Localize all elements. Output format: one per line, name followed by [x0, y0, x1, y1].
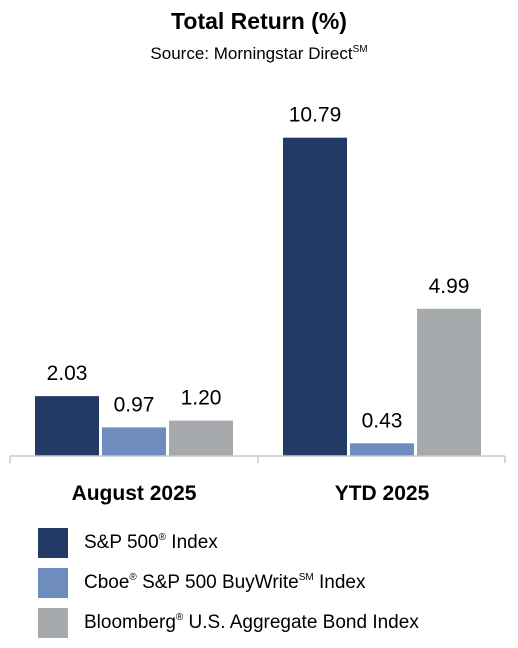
legend-swatch-sp500: [38, 528, 68, 558]
legend-registered-mark: ®: [158, 532, 167, 543]
legend-text-part: Cboe: [84, 572, 130, 593]
bar-chart: 2.03 0.97 1.20 August 2025 10.79 0.43 4.99 YTD …: [9, 104, 506, 505]
bars-group: [35, 137, 481, 456]
bar-august-2025-series-3: [169, 420, 233, 456]
legend-label-bloomberg: Bloomberg® U.S. Aggregate Bond Index: [84, 612, 419, 634]
legend-swatch-bloomberg: [38, 608, 68, 638]
legend-swatch-buywrite: [38, 568, 68, 598]
legend-text-part: Index: [166, 532, 218, 553]
legend-label-sp500: S&P 500® Index: [84, 532, 218, 554]
subtitle-text: Source: Morningstar Direct: [150, 44, 353, 63]
legend-text-part: S&P 500 BuyWrite: [136, 572, 299, 593]
bar-ytd-2025-series-1: [283, 137, 347, 456]
bar-ytd-2025-series-2: [350, 443, 414, 456]
data-label-august-2025-series-3: 1.20: [181, 387, 222, 410]
legend-text-part: Bloomberg: [84, 612, 176, 633]
data-label-ytd-2025-series-2: 0.43: [362, 409, 403, 432]
data-label-august-2025-series-1: 2.03: [47, 362, 88, 385]
category-label-august-2025: August 2025: [72, 482, 197, 505]
x-axis: [9, 455, 506, 463]
legend-label-buywrite: Cboe® S&P 500 BuyWriteSM Index: [84, 572, 366, 594]
bar-ytd-2025-series-3: [417, 308, 481, 456]
legend-registered-mark: ®: [129, 572, 137, 583]
data-label-august-2025-series-2: 0.97: [114, 393, 155, 416]
legend-text-part: S&P 500: [84, 532, 159, 553]
data-labels-group: 2.03 0.97 1.20 August 2025 10.79 0.43 4.99 YTD …: [47, 104, 470, 505]
data-label-ytd-2025-series-1: 10.79: [289, 104, 342, 127]
chart-title: Total Return (%): [171, 8, 347, 34]
legend-registered-mark: ®: [175, 612, 184, 623]
data-label-ytd-2025-series-3: 4.99: [429, 275, 470, 298]
chart-subtitle: Source: Morningstar DirectSM: [0, 44, 518, 64]
category-label-ytd-2025: YTD 2025: [335, 482, 430, 505]
bar-august-2025-series-2: [102, 427, 166, 456]
legend-text-part: Index: [313, 572, 366, 593]
legend-servicemark: SM: [298, 572, 314, 583]
legend-text-part: U.S. Aggregate Bond Index: [183, 612, 419, 633]
bar-august-2025-series-1: [35, 396, 99, 456]
subtitle-superscript: SM: [352, 44, 368, 55]
